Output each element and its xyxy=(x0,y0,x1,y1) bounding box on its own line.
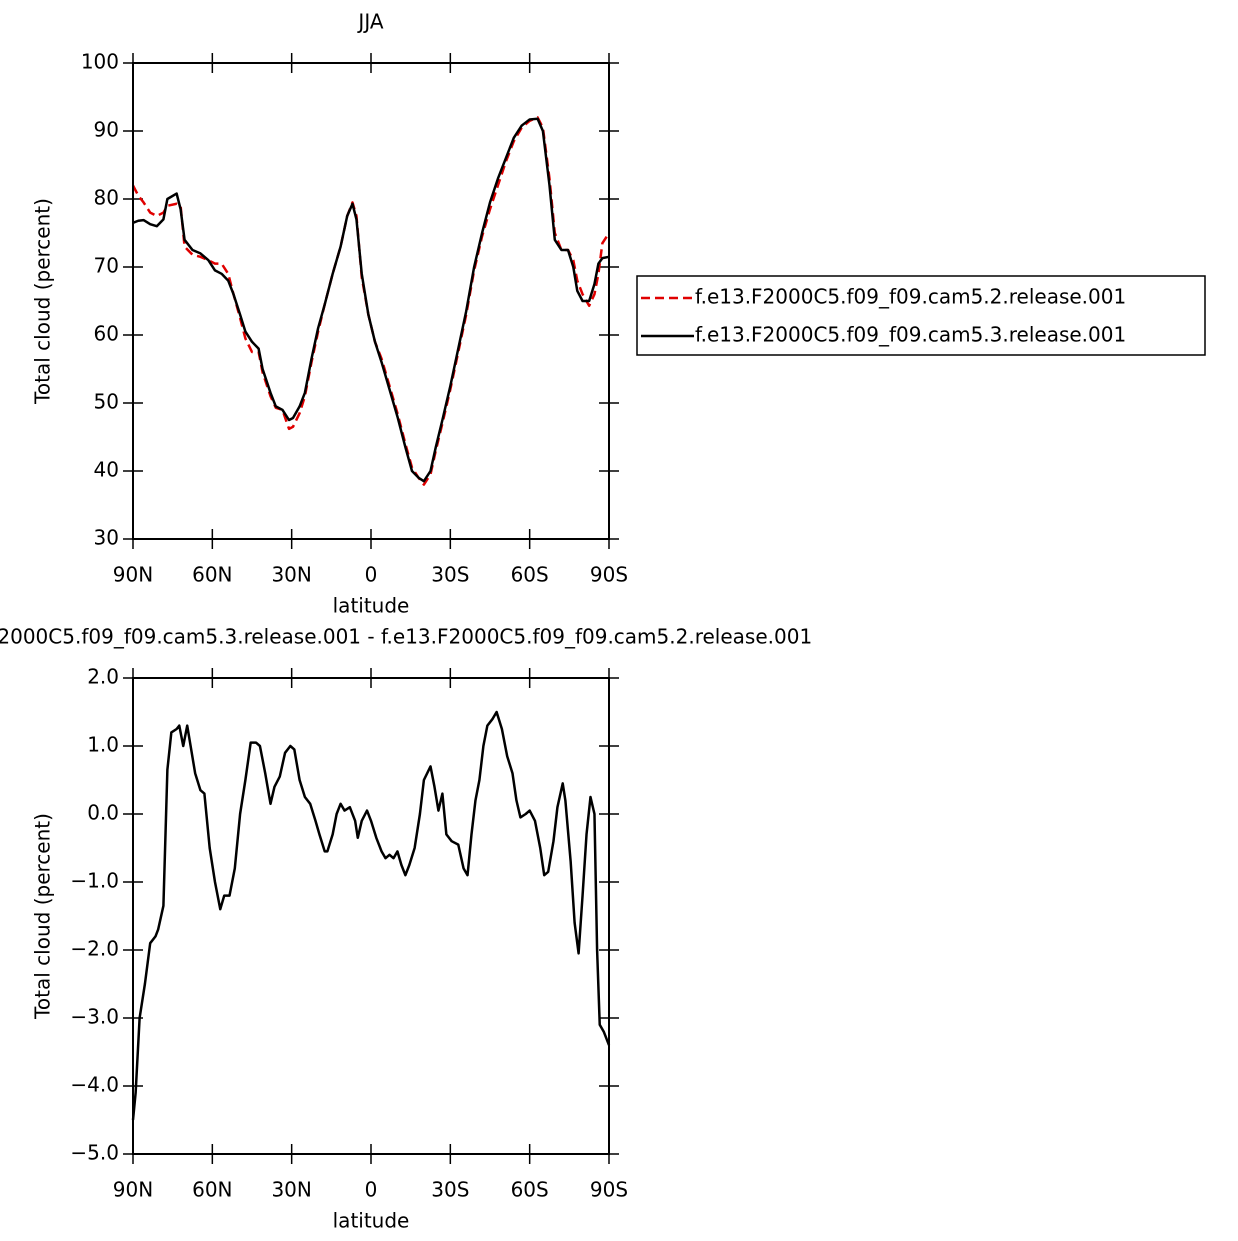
x-tick-label: 30N xyxy=(271,563,311,587)
x-tick-label: 60S xyxy=(511,563,549,587)
y-tick-label: 2.0 xyxy=(87,665,119,689)
legend-label: f.e13.F2000C5.f09_f09.cam5.2.release.001 xyxy=(695,285,1126,309)
legend-box xyxy=(636,275,1206,356)
chart-title: f.e13.F2000C5.f09_f09.cam5.3.release.001… xyxy=(0,625,812,649)
x-tick-label: 90S xyxy=(590,1178,628,1202)
y-tick-label: 30 xyxy=(94,526,119,550)
y-tick-label: −5.0 xyxy=(70,1141,119,1165)
y-tick-label: 0.0 xyxy=(87,801,119,825)
y-axis-label: Total cloud (percent) xyxy=(31,813,55,1020)
x-tick-label: 90N xyxy=(113,1178,153,1202)
y-tick-label: −2.0 xyxy=(70,937,119,961)
series-line xyxy=(131,710,611,1121)
y-tick-label: 40 xyxy=(94,458,119,482)
y-tick-label: −3.0 xyxy=(70,1005,119,1029)
plot-frame xyxy=(132,62,610,540)
x-tick-label: 30S xyxy=(431,1178,469,1202)
series-line xyxy=(131,116,611,486)
chart-title: JJA xyxy=(356,10,383,34)
y-axis-label: Total cloud (percent) xyxy=(31,198,55,405)
y-tick-label: 90 xyxy=(94,118,119,142)
y-tick-label: 80 xyxy=(94,186,119,210)
plot-frame xyxy=(132,677,610,1155)
y-tick-label: 50 xyxy=(94,390,119,414)
y-tick-label: 60 xyxy=(94,322,119,346)
y-tick-label: 100 xyxy=(81,50,119,74)
series-line xyxy=(132,117,610,483)
legend-label: f.e13.F2000C5.f09_f09.cam5.3.release.001 xyxy=(695,323,1126,347)
x-tick-label: 60N xyxy=(192,563,232,587)
x-tick-label: 0 xyxy=(365,1178,378,1202)
x-tick-label: 90N xyxy=(113,563,153,587)
x-tick-label: 60S xyxy=(511,1178,549,1202)
x-tick-label: 90S xyxy=(590,563,628,587)
panel: f.e13.F2000C5.f09_f09.cam5.3.release.001… xyxy=(0,625,812,1233)
x-tick-label: 0 xyxy=(365,563,378,587)
x-tick-label: 30S xyxy=(431,563,469,587)
y-tick-label: −4.0 xyxy=(70,1073,119,1097)
y-tick-label: 70 xyxy=(94,254,119,278)
x-axis-label: latitude xyxy=(333,1209,410,1233)
y-tick-label: 1.0 xyxy=(87,733,119,757)
x-tick-label: 60N xyxy=(192,1178,232,1202)
panel: JJA latitude Total cloud (percent) 30 40 50 60… xyxy=(31,10,1206,618)
x-tick-label: 30N xyxy=(271,1178,311,1202)
x-axis-label: latitude xyxy=(333,594,410,618)
y-tick-label: −1.0 xyxy=(70,869,119,893)
